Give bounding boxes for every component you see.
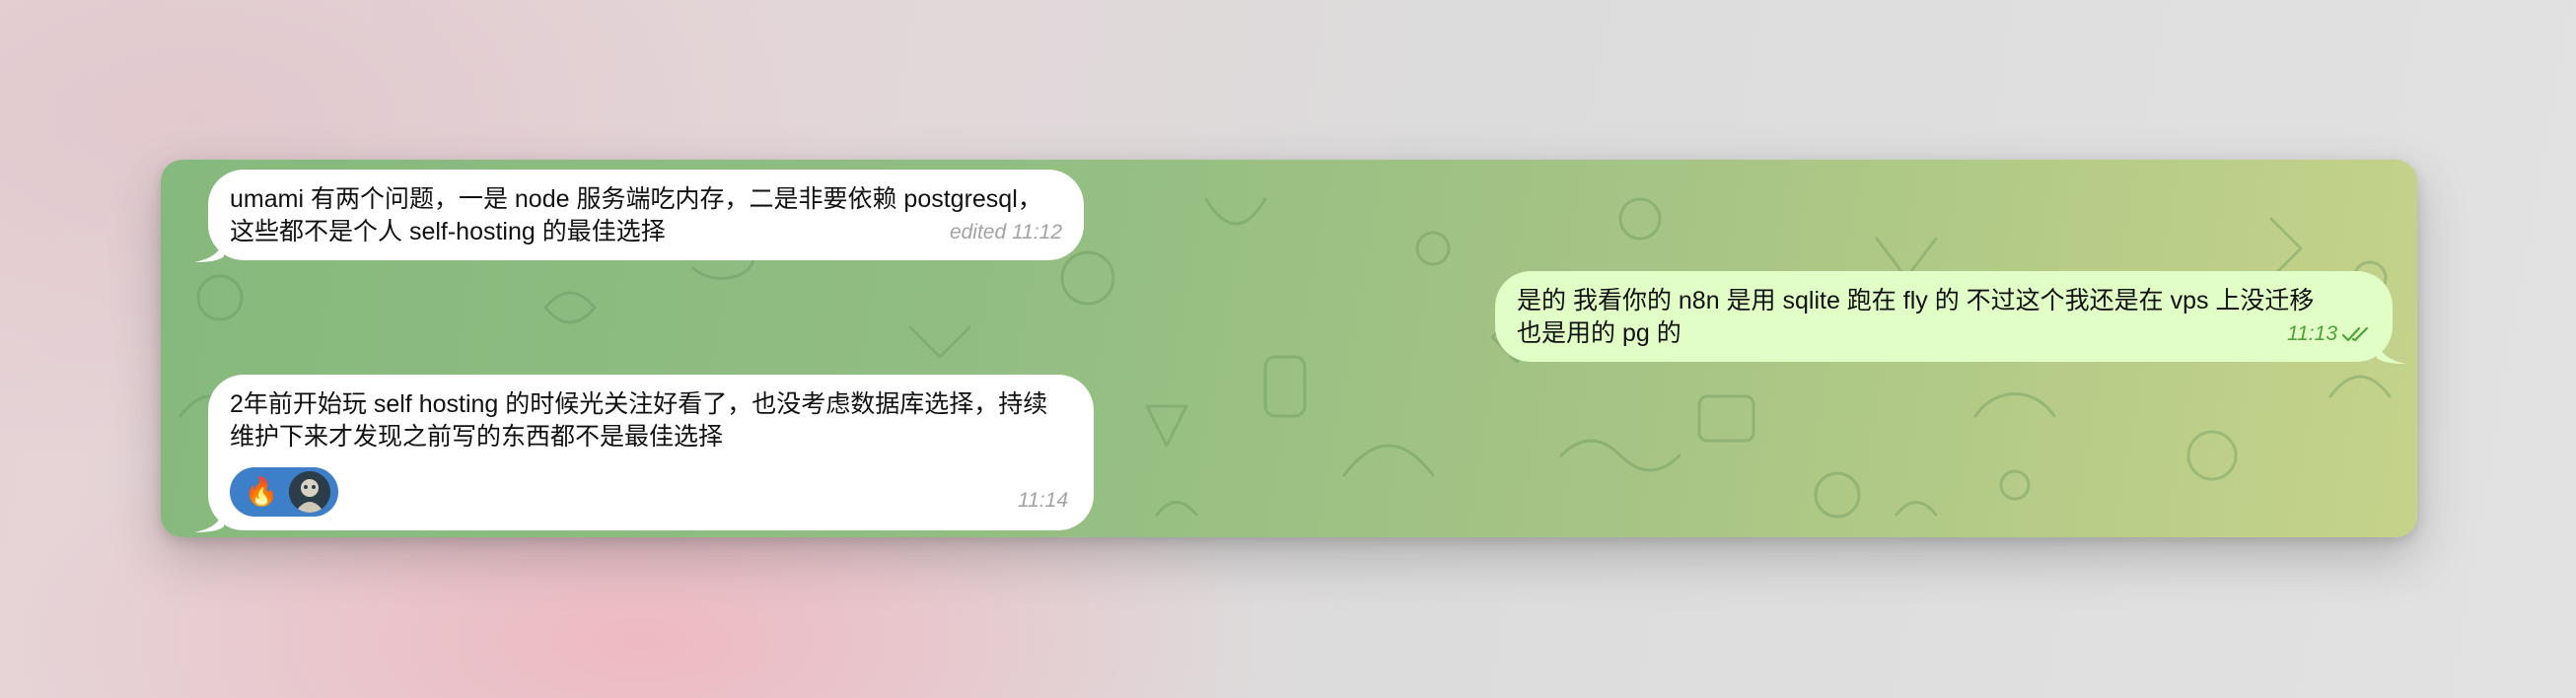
fire-reaction-emoji: 🔥 [244, 476, 279, 507]
chat-window: umami 有两个问题，一是 node 服务端吃内存，二是非要依赖 postgr… [161, 160, 2417, 537]
reaction-pill[interactable]: 🔥 [230, 467, 338, 517]
message-text: 2年前开始玩 self hosting 的时候光关注好看了，也没考虑数据库选择，… [230, 390, 1048, 451]
incoming-message[interactable]: 2年前开始玩 self hosting 的时候光关注好看了，也没考虑数据库选择，… [194, 375, 1094, 532]
incoming-message[interactable]: umami 有两个问题，一是 node 服务端吃内存，二是非要依赖 postgr… [194, 170, 1084, 262]
message-text: 是的 我看你的 n8n 是用 sqlite 跑在 fly 的 不过这个我还是在 … [1517, 287, 2315, 347]
message-edited-time: edited 11:12 [949, 221, 1062, 244]
bubble-tail [2377, 338, 2406, 364]
message-time-status: 11:13 [2287, 317, 2371, 350]
bubble-tail [194, 237, 224, 262]
message-time: 11:14 [1018, 489, 1068, 512]
outgoing-message[interactable]: 是的 我看你的 n8n 是用 sqlite 跑在 fly 的 不过这个我还是在 … [1495, 271, 2406, 364]
user-avatar-icon [289, 471, 330, 513]
bubble-tail [194, 507, 224, 532]
double-check-icon [2341, 326, 2369, 341]
message-text: umami 有两个问题，一是 node 服务端吃内存，二是非要依赖 postgr… [230, 185, 1042, 245]
message-time: 11:13 [2287, 322, 2337, 345]
